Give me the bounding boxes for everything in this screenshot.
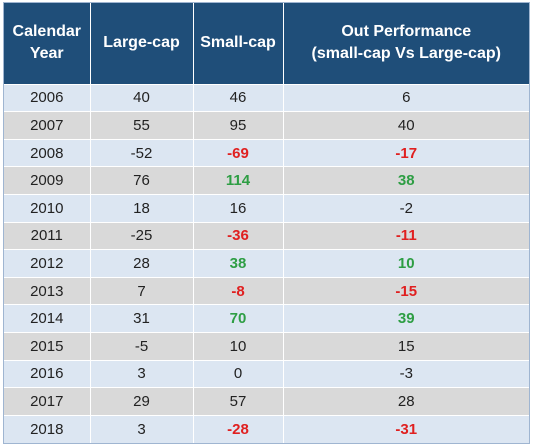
cell-small-cap: 0 xyxy=(193,359,284,388)
cell-out-performance: -2 xyxy=(283,193,529,223)
cell-large-cap: 7 xyxy=(90,276,194,305)
table-row: 2008 -52 -69 -17 xyxy=(4,138,529,167)
cell-year: 2009 xyxy=(4,166,91,195)
header-large-cap: Large-cap xyxy=(90,3,194,84)
cell-small-cap: 95 xyxy=(193,111,284,140)
table-row: 2017 29 57 28 xyxy=(4,387,529,416)
cell-small-cap: -69 xyxy=(193,138,284,167)
cell-large-cap: -52 xyxy=(90,138,194,167)
table-row: 2018 3 -28 -31 xyxy=(4,414,529,443)
cell-large-cap: 3 xyxy=(90,359,194,388)
table-body: 2006 40 46 6 2007 55 95 40 2008 -52 -69 -17 2009 76 11… xyxy=(4,83,529,443)
cell-large-cap: -5 xyxy=(90,331,194,361)
header-small-cap: Small-cap xyxy=(193,3,284,84)
cell-large-cap: 28 xyxy=(90,249,194,278)
table-row: 2016 3 0 -3 xyxy=(4,359,529,388)
returns-table-container: Calendar Year Large-cap Small-cap Out Pe… xyxy=(3,2,530,444)
cell-small-cap: 57 xyxy=(193,387,284,416)
cell-out-performance: -11 xyxy=(283,221,529,250)
cell-small-cap: 114 xyxy=(193,166,284,195)
cell-year: 2016 xyxy=(4,359,91,388)
cell-small-cap: -36 xyxy=(193,221,284,250)
cell-small-cap: 38 xyxy=(193,249,284,278)
header-calendar-year-line2: Year xyxy=(29,45,64,63)
cell-out-performance: 38 xyxy=(283,166,529,195)
cell-out-performance: 6 xyxy=(283,83,529,112)
cell-large-cap: 40 xyxy=(90,83,194,112)
cell-year: 2015 xyxy=(4,331,91,361)
header-out-performance-line1: Out Performance xyxy=(341,23,472,41)
cell-large-cap: 29 xyxy=(90,387,194,416)
cell-small-cap: -28 xyxy=(193,414,284,443)
cell-year: 2018 xyxy=(4,414,91,443)
table-row: 2011 -25 -36 -11 xyxy=(4,221,529,250)
cell-out-performance: -15 xyxy=(283,276,529,305)
cell-year: 2007 xyxy=(4,111,91,140)
cell-small-cap: 16 xyxy=(193,193,284,223)
cell-large-cap: 76 xyxy=(90,166,194,195)
cell-year: 2008 xyxy=(4,138,91,167)
cell-year: 2006 xyxy=(4,83,91,112)
header-row: Calendar Year Large-cap Small-cap Out Pe… xyxy=(4,3,529,84)
header-calendar-year-line1: Calendar xyxy=(12,23,81,41)
table-header: Calendar Year Large-cap Small-cap Out Pe… xyxy=(4,3,529,84)
table-row: 2006 40 46 6 xyxy=(4,83,529,112)
table-row: 2007 55 95 40 xyxy=(4,111,529,140)
cell-out-performance: -31 xyxy=(283,414,529,443)
table-row: 2012 28 38 10 xyxy=(4,249,529,278)
cell-large-cap: 55 xyxy=(90,111,194,140)
cell-out-performance: 10 xyxy=(283,249,529,278)
cell-year: 2014 xyxy=(4,304,91,333)
cell-year: 2011 xyxy=(4,221,91,250)
cell-year: 2010 xyxy=(4,193,91,223)
cell-large-cap: 3 xyxy=(90,414,194,443)
cell-small-cap: 70 xyxy=(193,304,284,333)
header-out-performance: Out Performance (small-cap Vs Large-cap) xyxy=(283,3,529,84)
cell-year: 2017 xyxy=(4,387,91,416)
header-out-performance-line2: (small-cap Vs Large-cap) xyxy=(311,45,501,63)
cell-out-performance: 15 xyxy=(283,331,529,361)
table-row: 2015 -5 10 15 xyxy=(4,331,529,361)
returns-table: Calendar Year Large-cap Small-cap Out Pe… xyxy=(4,3,529,443)
cell-year: 2012 xyxy=(4,249,91,278)
cell-small-cap: 46 xyxy=(193,83,284,112)
cell-out-performance: -3 xyxy=(283,359,529,388)
header-calendar-year: Calendar Year xyxy=(4,3,91,84)
table-row: 2013 7 -8 -15 xyxy=(4,276,529,305)
cell-year: 2013 xyxy=(4,276,91,305)
cell-large-cap: -25 xyxy=(90,221,194,250)
table-row: 2014 31 70 39 xyxy=(4,304,529,333)
cell-small-cap: -8 xyxy=(193,276,284,305)
table-row: 2010 18 16 -2 xyxy=(4,193,529,223)
cell-out-performance: 28 xyxy=(283,387,529,416)
cell-small-cap: 10 xyxy=(193,331,284,361)
cell-large-cap: 18 xyxy=(90,193,194,223)
cell-large-cap: 31 xyxy=(90,304,194,333)
cell-out-performance: 39 xyxy=(283,304,529,333)
cell-out-performance: -17 xyxy=(283,138,529,167)
table-row: 2009 76 114 38 xyxy=(4,166,529,195)
cell-out-performance: 40 xyxy=(283,111,529,140)
